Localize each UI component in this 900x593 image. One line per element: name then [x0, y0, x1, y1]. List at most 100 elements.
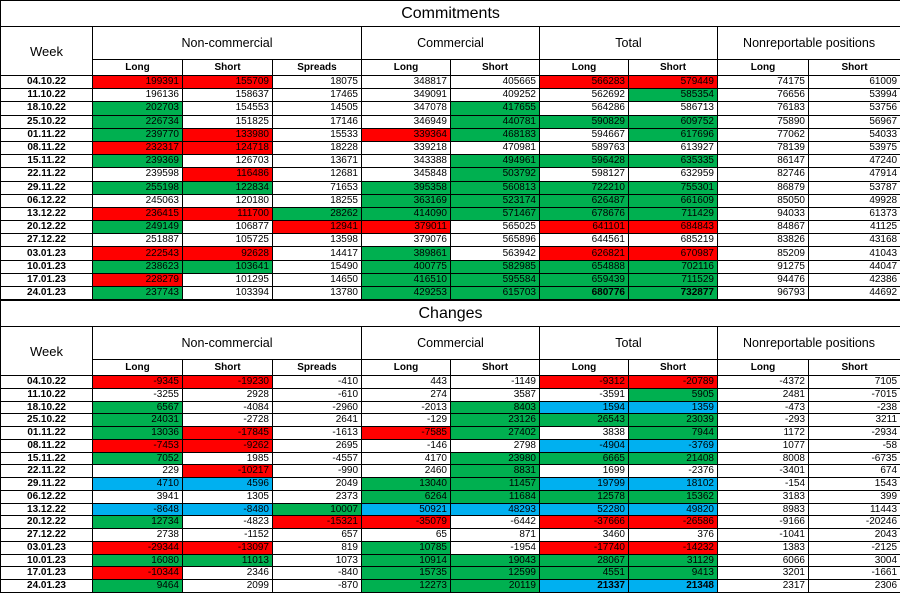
value-cell: -58: [809, 439, 900, 452]
value-cell: 49820: [629, 503, 718, 516]
value-cell: 609752: [629, 115, 718, 128]
value-cell: -17845: [183, 427, 273, 440]
value-cell: 53787: [809, 181, 900, 194]
value-cell: 596428: [540, 155, 629, 168]
subheader-total-long: Long: [540, 360, 629, 376]
value-cell: 2641: [273, 414, 362, 427]
value-cell: 83826: [718, 234, 809, 247]
value-cell: -14232: [629, 541, 718, 554]
value-cell: 27402: [451, 427, 540, 440]
value-cell: -4372: [718, 376, 809, 389]
value-cell: 1594: [540, 401, 629, 414]
value-cell: 414090: [362, 207, 451, 220]
value-cell: 274: [362, 388, 451, 401]
week-cell: 27.12.22: [1, 529, 93, 542]
value-cell: 571467: [451, 207, 540, 220]
value-cell: -17740: [540, 541, 629, 554]
group-header-nonreportable: Nonreportable positions: [718, 27, 900, 60]
value-cell: 245063: [93, 194, 183, 207]
value-cell: 49928: [809, 194, 900, 207]
value-cell: 14417: [273, 247, 362, 260]
value-cell: 363169: [362, 194, 451, 207]
week-cell: 20.12.22: [1, 221, 93, 234]
value-cell: 657: [273, 529, 362, 542]
value-cell: 239598: [93, 168, 183, 181]
commitments-title: Commitments: [1, 1, 900, 27]
week-cell: 29.11.22: [1, 181, 93, 194]
value-cell: 871: [451, 529, 540, 542]
value-cell: 61009: [809, 76, 900, 89]
week-cell: 17.01.23: [1, 567, 93, 580]
week-cell: 06.12.22: [1, 490, 93, 503]
value-cell: 711529: [629, 273, 718, 286]
value-cell: 11013: [183, 554, 273, 567]
value-cell: 238623: [93, 260, 183, 273]
value-cell: 101295: [183, 273, 273, 286]
value-cell: 26543: [540, 414, 629, 427]
value-cell: 17465: [273, 89, 362, 102]
value-cell: 12681: [273, 168, 362, 181]
value-cell: 15490: [273, 260, 362, 273]
week-cell: 29.11.22: [1, 478, 93, 491]
value-cell: 395358: [362, 181, 451, 194]
value-cell: 19043: [451, 554, 540, 567]
value-cell: 1305: [183, 490, 273, 503]
value-cell: -3769: [629, 439, 718, 452]
value-cell: 678676: [540, 207, 629, 220]
value-cell: 1077: [718, 439, 809, 452]
value-cell: -4823: [183, 516, 273, 529]
value-cell: 18102: [629, 478, 718, 491]
week-cell: 11.10.22: [1, 388, 93, 401]
value-cell: 345848: [362, 168, 451, 181]
value-cell: -8648: [93, 503, 183, 516]
value-cell: 595584: [451, 273, 540, 286]
value-cell: 236415: [93, 207, 183, 220]
value-cell: 74175: [718, 76, 809, 89]
group-header-commercial: Commercial: [362, 27, 540, 60]
value-cell: 154553: [183, 102, 273, 115]
value-cell: 28262: [273, 207, 362, 220]
subheader-nc-short: Short: [183, 360, 273, 376]
value-cell: 3587: [451, 388, 540, 401]
value-cell: 379076: [362, 234, 451, 247]
value-cell: 8831: [451, 465, 540, 478]
value-cell: 399: [809, 490, 900, 503]
value-cell: 565896: [451, 234, 540, 247]
value-cell: 1543: [809, 478, 900, 491]
value-cell: 82746: [718, 168, 809, 181]
week-cell: 10.01.23: [1, 260, 93, 273]
value-cell: 1383: [718, 541, 809, 554]
value-cell: -1613: [273, 427, 362, 440]
value-cell: 617696: [629, 128, 718, 141]
week-cell: 15.11.22: [1, 155, 93, 168]
value-cell: 21337: [540, 580, 629, 593]
group-header-non-commercial: Non-commercial: [93, 327, 362, 360]
value-cell: 1172: [718, 427, 809, 440]
subheader-total-short: Short: [629, 360, 718, 376]
value-cell: 2738: [93, 529, 183, 542]
value-cell: 47240: [809, 155, 900, 168]
value-cell: 133980: [183, 128, 273, 141]
value-cell: 685219: [629, 234, 718, 247]
value-cell: 389861: [362, 247, 451, 260]
week-cell: 11.10.22: [1, 89, 93, 102]
value-cell: 339218: [362, 141, 451, 154]
value-cell: 2306: [809, 580, 900, 593]
value-cell: 76183: [718, 102, 809, 115]
value-cell: 251887: [93, 234, 183, 247]
value-cell: 13036: [93, 427, 183, 440]
value-cell: 3460: [540, 529, 629, 542]
value-cell: 565025: [451, 221, 540, 234]
value-cell: -13097: [183, 541, 273, 554]
value-cell: 6665: [540, 452, 629, 465]
